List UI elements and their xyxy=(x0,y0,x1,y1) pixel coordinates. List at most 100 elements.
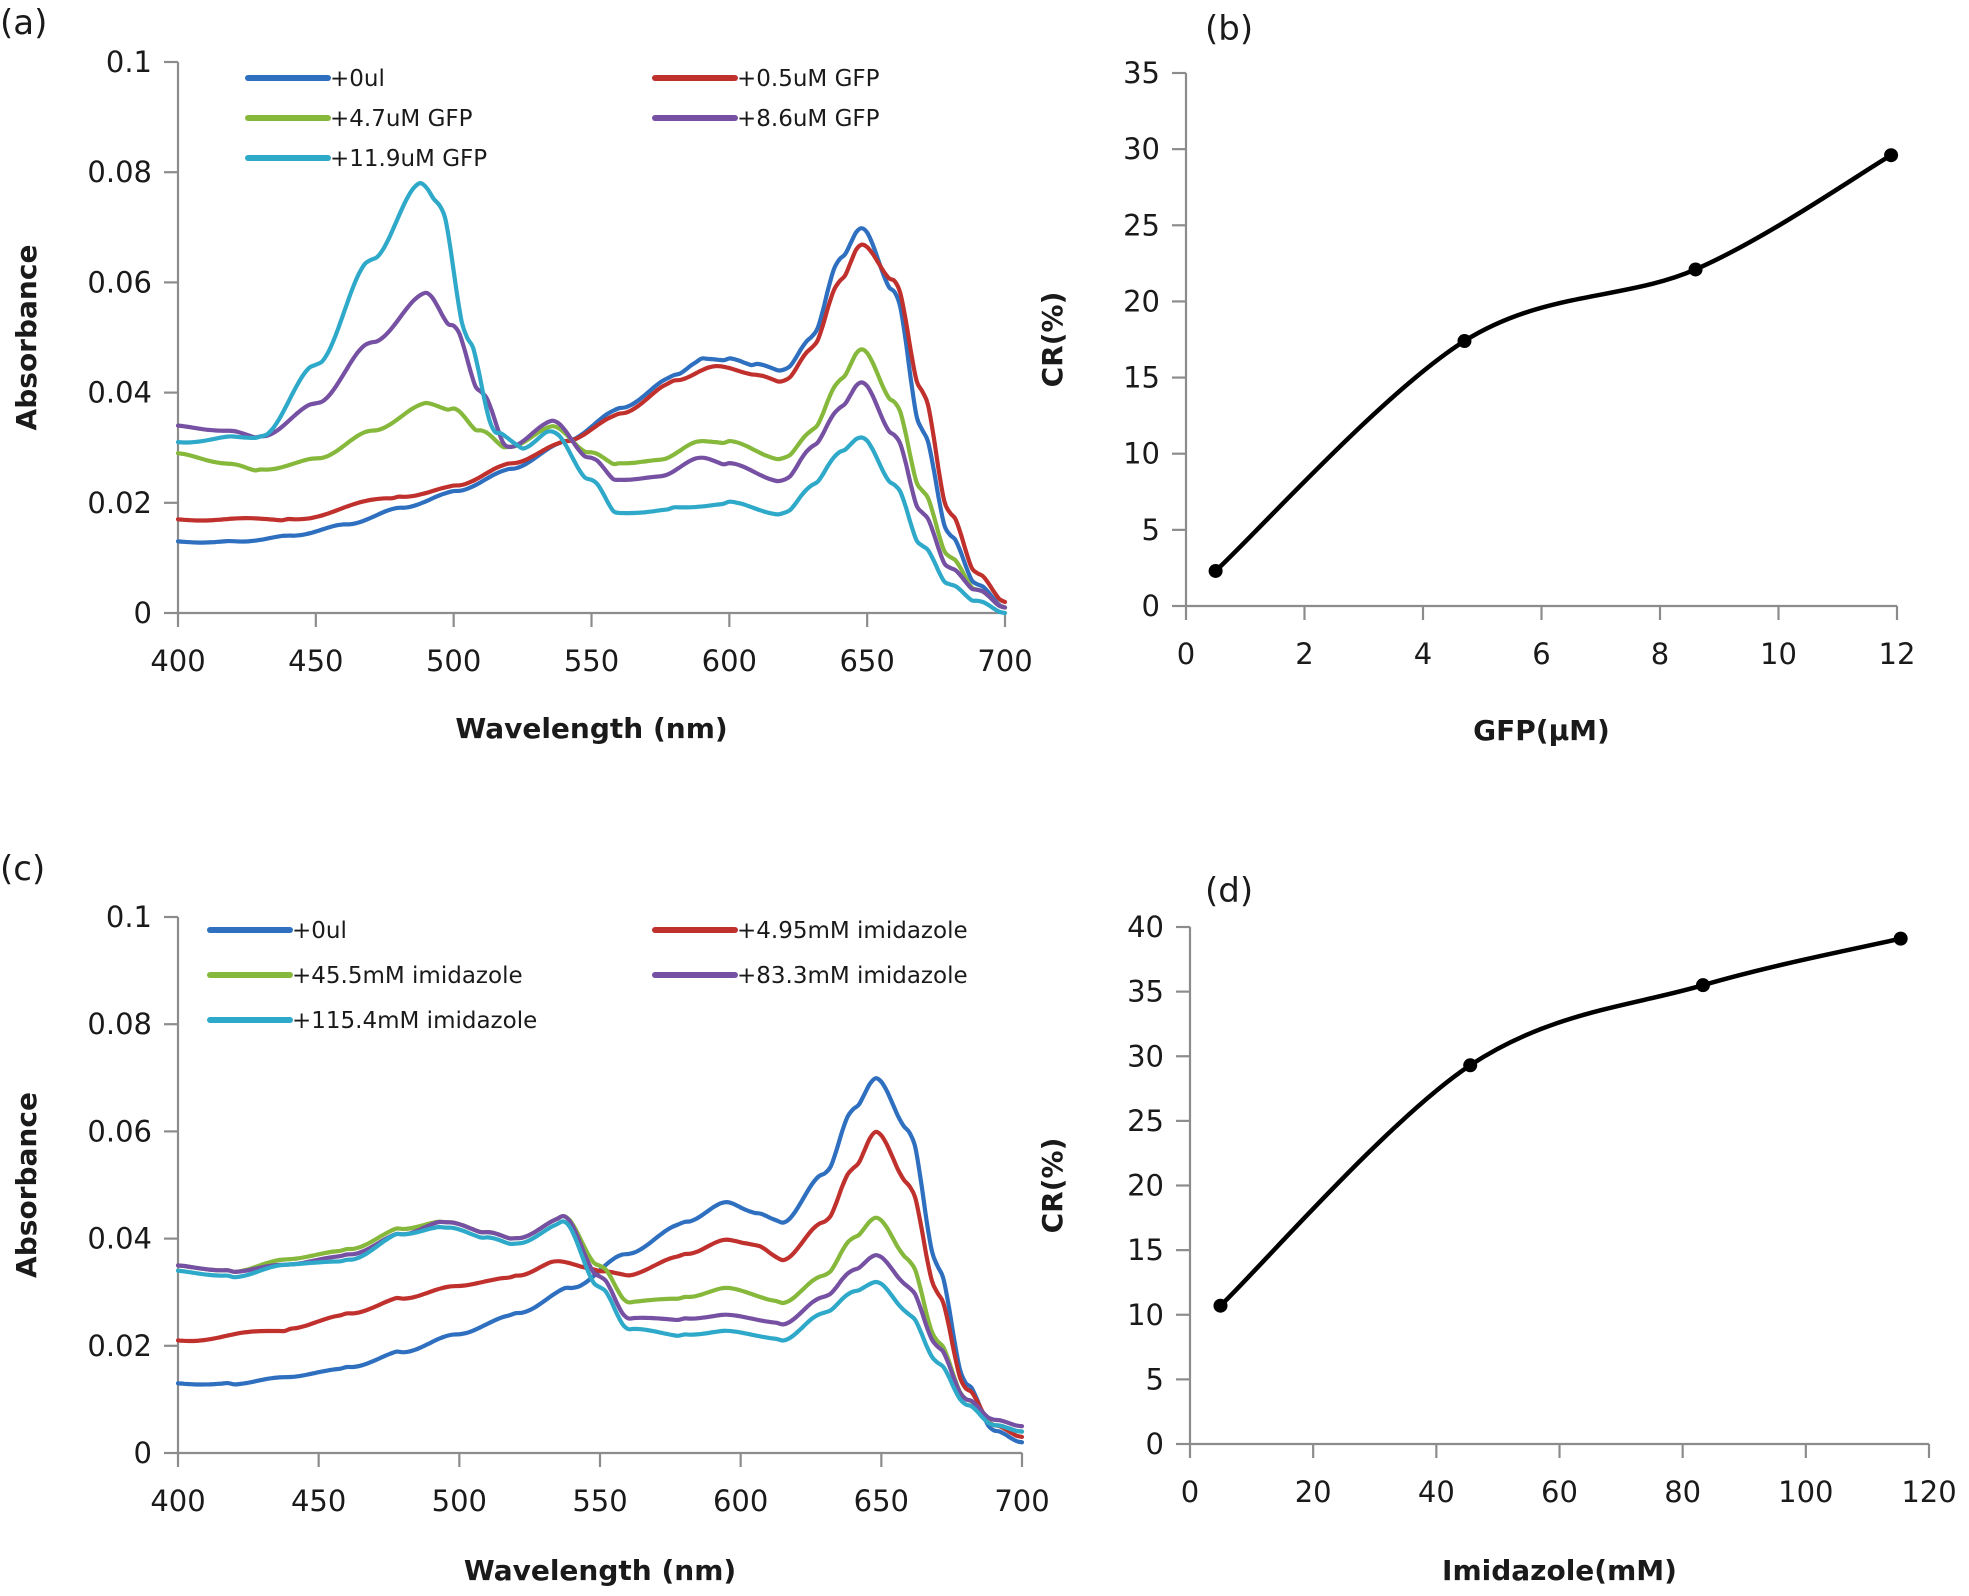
x-tick-label: 4 xyxy=(1414,637,1432,671)
legend-item: +4.95mM imidazole xyxy=(652,918,968,944)
x-tick-label: 0 xyxy=(1181,1475,1199,1509)
panel-label: (a) xyxy=(0,3,47,43)
y-tick-label: 0 xyxy=(1142,589,1160,623)
legend-item: +45.5mM imidazole xyxy=(207,963,523,989)
y-tick-label: 25 xyxy=(1123,208,1160,242)
x-tick-label: 8 xyxy=(1651,637,1669,671)
y-tick-label: 0 xyxy=(134,1436,152,1470)
legend-item: +115.4mM imidazole xyxy=(207,1008,537,1034)
x-tick-label: 400 xyxy=(150,644,205,678)
data-point-marker xyxy=(1208,563,1223,578)
x-tick-label: 600 xyxy=(702,644,757,678)
legend-label: +83.3mM imidazole xyxy=(737,963,968,989)
x-axis-title: Wavelength (nm) xyxy=(455,712,727,745)
legend-label: +11.9uM GFP xyxy=(330,146,487,172)
spectrum-line xyxy=(175,1213,1025,1429)
x-axis-title: Wavelength (nm) xyxy=(464,1554,736,1587)
legend-label: +8.6uM GFP xyxy=(737,106,880,132)
spectrum-line xyxy=(175,1076,1025,1445)
y-tick-label: 30 xyxy=(1123,132,1160,166)
x-tick-label: 550 xyxy=(564,644,619,678)
x-tick-label: 2 xyxy=(1295,637,1313,671)
panel-label: (c) xyxy=(0,849,45,889)
y-tick-label: 15 xyxy=(1123,361,1160,395)
x-tick-label: 80 xyxy=(1664,1475,1701,1509)
data-point-marker xyxy=(1457,334,1472,349)
y-tick-label: 0.1 xyxy=(106,900,152,934)
y-tick-label: 0.04 xyxy=(87,376,152,410)
y-tick-label: 10 xyxy=(1123,437,1160,471)
legend-item: +0ul xyxy=(245,66,385,92)
x-tick-label: 700 xyxy=(994,1484,1049,1518)
legend-label: +45.5mM imidazole xyxy=(292,963,523,989)
y-tick-label: 0.04 xyxy=(87,1222,152,1256)
y-tick-label: 25 xyxy=(1127,1104,1164,1138)
panel-a-absorbance-gfp: (a) 0 0.02 0.04 0.06 0.08 0.1 400 450 500 550 600 65… xyxy=(0,3,1033,745)
legend-item: +0ul xyxy=(207,918,347,944)
x-tick-label: 600 xyxy=(713,1484,768,1518)
y-tick-label: 20 xyxy=(1123,284,1160,318)
spectrum-line xyxy=(175,1129,1025,1439)
x-tick-label: 12 xyxy=(1879,637,1916,671)
y-tick-label: 0.1 xyxy=(106,45,152,79)
legend-label: +4.7uM GFP xyxy=(330,106,473,132)
x-tick-label: 550 xyxy=(572,1484,627,1518)
x-tick-label: 0 xyxy=(1177,637,1195,671)
x-tick-label: 650 xyxy=(854,1484,909,1518)
x-tick-label: 650 xyxy=(839,644,894,678)
y-tick-label: 35 xyxy=(1127,975,1164,1009)
y-tick-label: 10 xyxy=(1127,1298,1164,1332)
x-tick-label: 500 xyxy=(426,644,481,678)
panel-label: (b) xyxy=(1205,9,1253,49)
data-point-marker xyxy=(1213,1298,1228,1313)
legend-item: +11.9uM GFP xyxy=(245,146,487,172)
legend-item: +8.6uM GFP xyxy=(652,106,880,132)
spectrum-line xyxy=(175,290,1008,610)
spectrum-line xyxy=(175,1219,1025,1434)
cr-curve xyxy=(1214,153,1893,573)
panel-c-absorbance-imidazole: (c) 0 0.02 0.04 0.06 0.08 0.1 400 450 500 550 600 65… xyxy=(0,849,1050,1587)
y-tick-label: 5 xyxy=(1142,513,1160,547)
y-tick-label: 5 xyxy=(1146,1362,1164,1396)
legend-label: +115.4mM imidazole xyxy=(292,1008,537,1034)
y-axis-title: Absorbance xyxy=(10,245,43,431)
panel-b-cr-vs-gfp: (b) 0 5 10 15 20 25 30 35 0 2 4 6 8 10 12 GFP(μM) CR(%) xyxy=(1036,9,1915,747)
y-tick-label: 0.06 xyxy=(87,265,152,299)
x-tick-label: 400 xyxy=(150,1484,205,1518)
legend-item: +83.3mM imidazole xyxy=(652,963,968,989)
x-tick-label: 120 xyxy=(1901,1475,1956,1509)
x-axis-title: GFP(μM) xyxy=(1473,714,1610,747)
x-tick-label: 6 xyxy=(1532,637,1550,671)
x-axis-title: Imidazole(mM) xyxy=(1442,1554,1677,1587)
spectrum-line xyxy=(175,226,1008,610)
spectrum-line xyxy=(175,181,1008,616)
y-tick-label: 40 xyxy=(1127,910,1164,944)
legend-item: +0.5uM GFP xyxy=(652,66,880,92)
y-tick-label: 20 xyxy=(1127,1169,1164,1203)
y-tick-label: 35 xyxy=(1123,56,1160,90)
y-tick-label: 0.08 xyxy=(87,155,152,189)
spectrum-line xyxy=(175,1214,1025,1434)
legend-item: +4.7uM GFP xyxy=(245,106,473,132)
data-point-marker xyxy=(1695,978,1710,993)
legend-label: +4.95mM imidazole xyxy=(737,918,968,944)
y-tick-label: 0.02 xyxy=(87,486,152,520)
data-point-marker xyxy=(1893,931,1908,946)
spectrum-line xyxy=(175,347,1008,610)
y-tick-label: 30 xyxy=(1127,1039,1164,1073)
data-point-marker xyxy=(1884,148,1899,163)
y-tick-label: 15 xyxy=(1127,1233,1164,1267)
y-tick-label: 0 xyxy=(134,596,152,630)
y-axis-title: Absorbance xyxy=(10,1092,43,1278)
x-tick-label: 20 xyxy=(1295,1475,1332,1509)
x-tick-label: 40 xyxy=(1418,1475,1455,1509)
y-tick-label: 0.08 xyxy=(87,1007,152,1041)
y-axis-title: CR(%) xyxy=(1036,292,1069,388)
x-tick-label: 700 xyxy=(977,644,1032,678)
x-tick-label: 100 xyxy=(1778,1475,1833,1509)
data-point-marker xyxy=(1463,1058,1478,1073)
x-tick-label: 450 xyxy=(288,644,343,678)
data-point-marker xyxy=(1688,262,1703,277)
x-tick-label: 500 xyxy=(432,1484,487,1518)
